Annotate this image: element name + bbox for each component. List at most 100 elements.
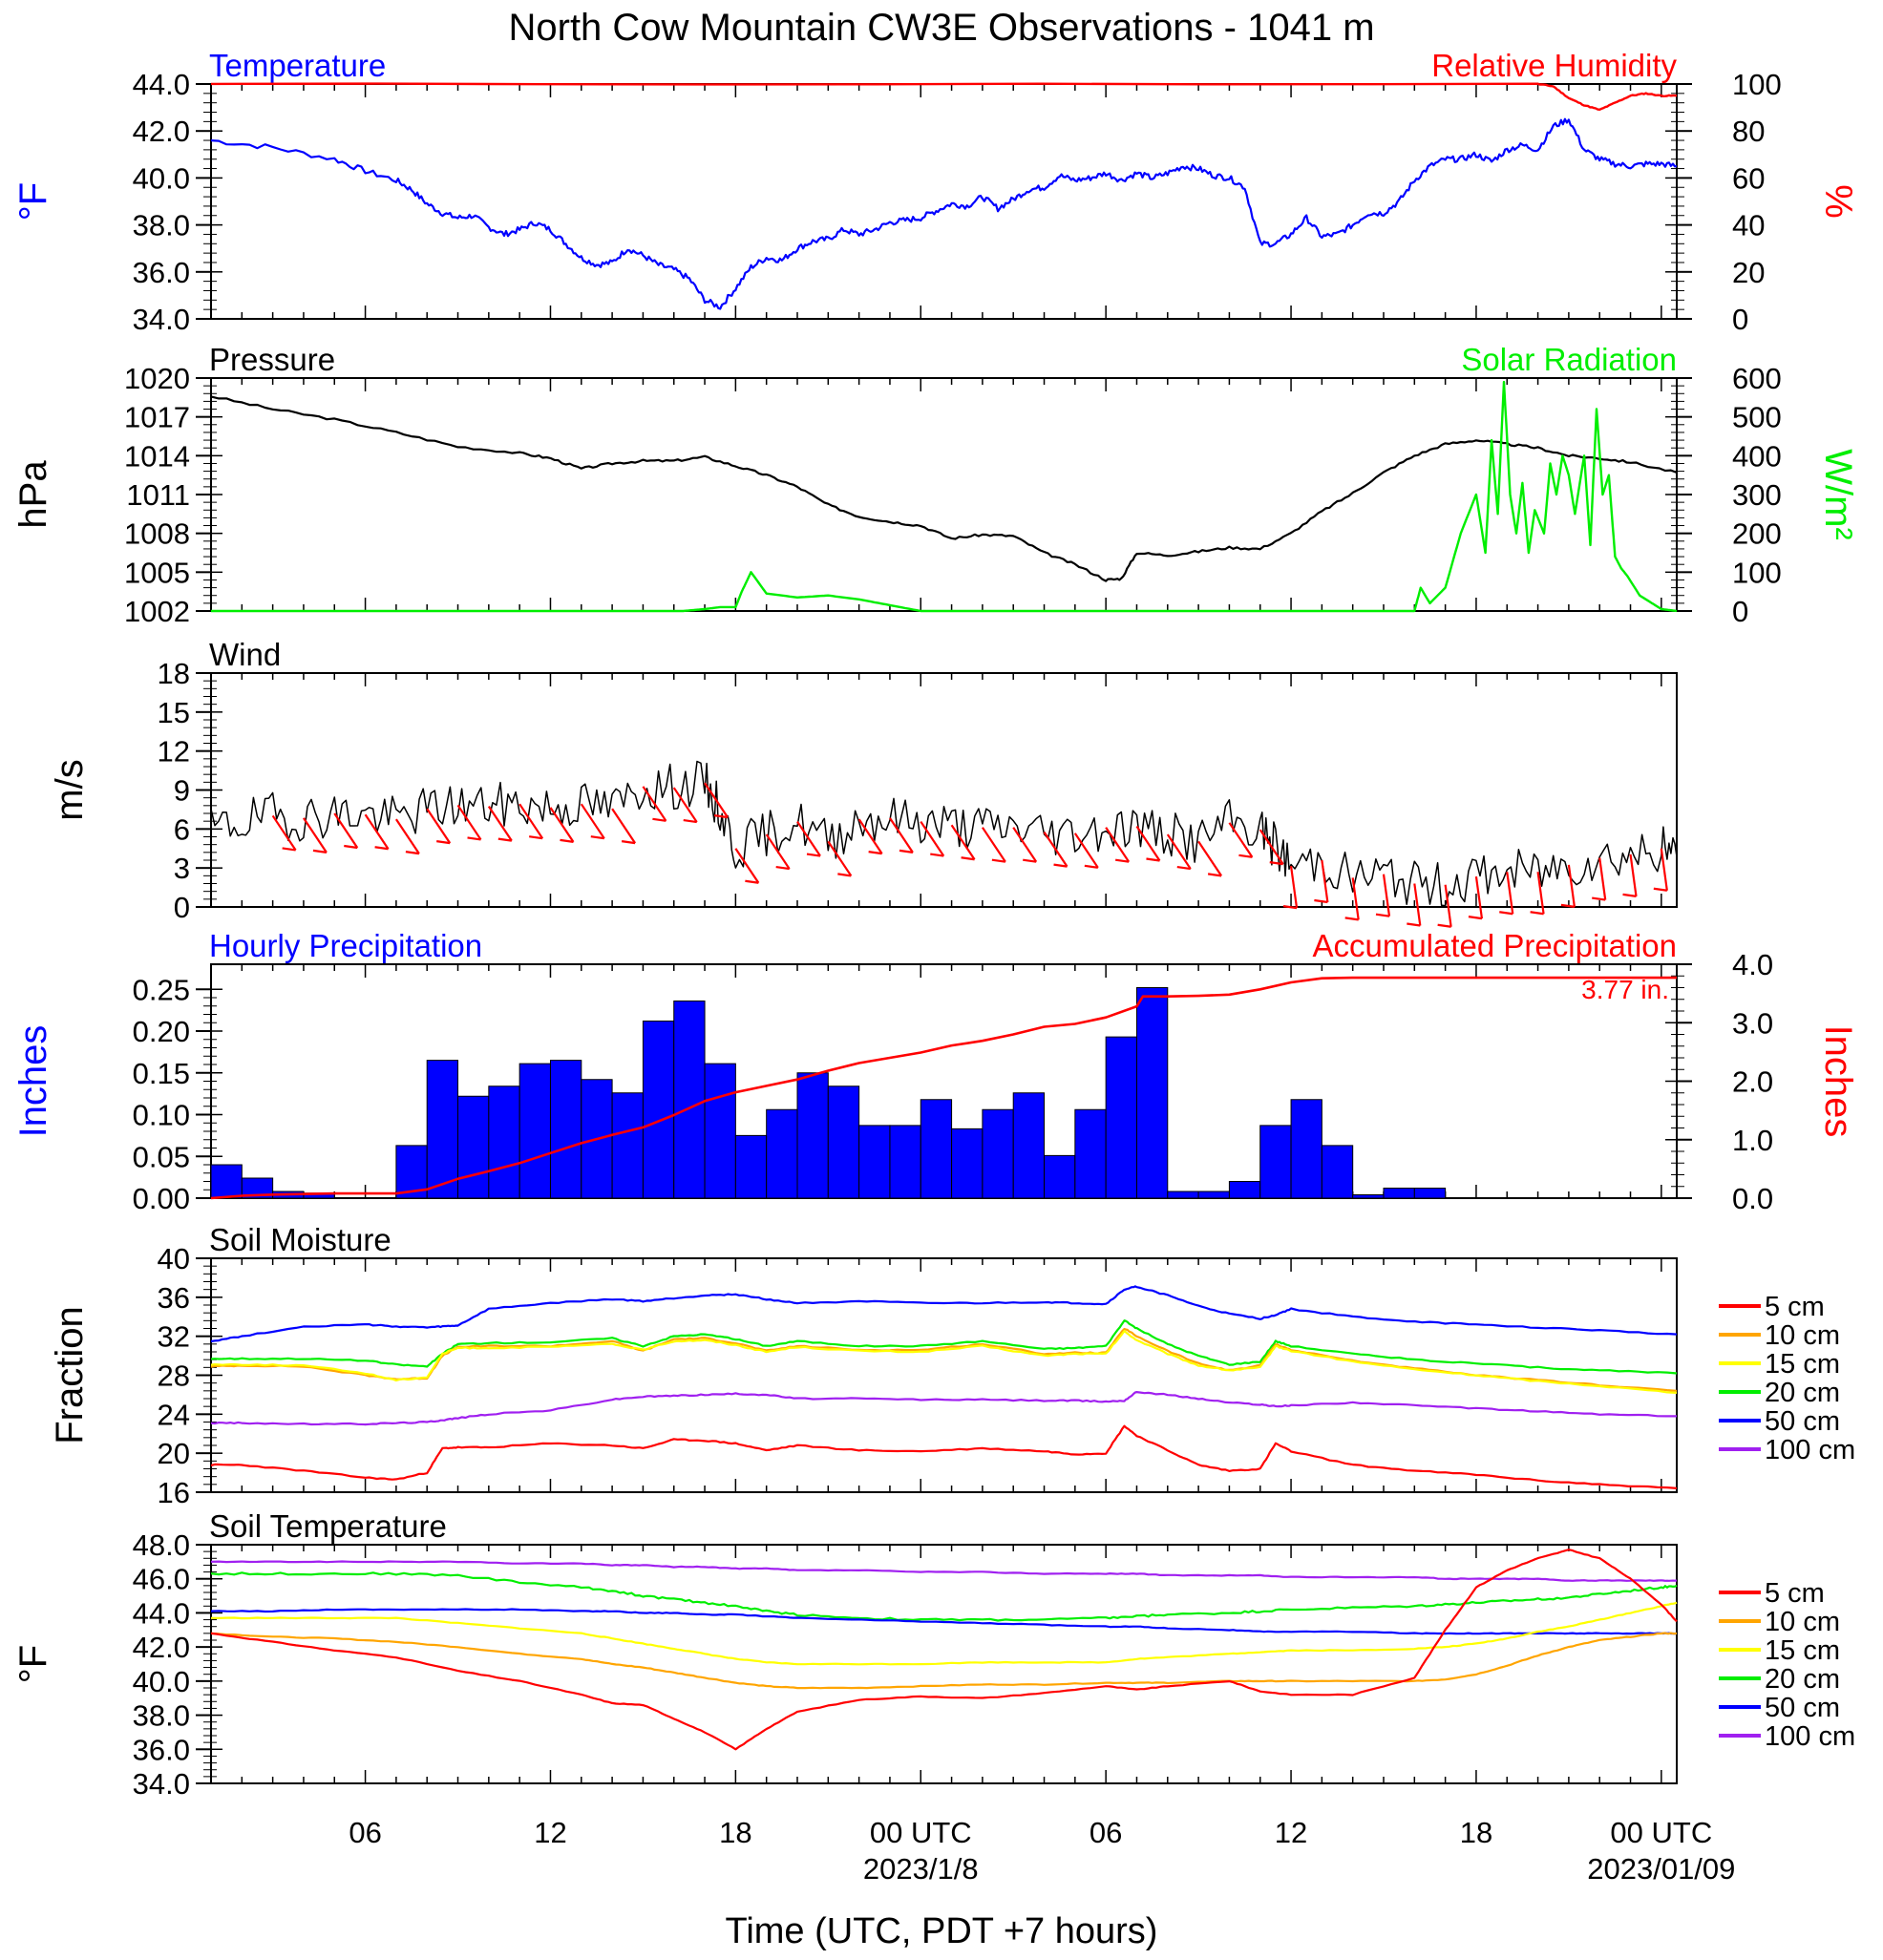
wind-barb (642, 786, 667, 822)
left-y-tick-label: 44.0 (133, 68, 190, 101)
wind-barb-flag (1622, 893, 1637, 897)
wind-barb (1073, 832, 1099, 869)
wind-barb-flag (529, 835, 543, 840)
wind-barb-flag (961, 856, 975, 861)
precip-bar (1167, 1191, 1199, 1199)
left-y-tick-label: 1005 (124, 556, 190, 589)
precip-bar (1290, 1099, 1322, 1199)
x-tick-label: 12 (1275, 1816, 1307, 1849)
wind-barb (549, 807, 575, 843)
left-y-tick-label: 9 (174, 774, 190, 808)
left-y-tick-label: 1014 (124, 439, 190, 473)
left-y-tick-label: 28 (158, 1359, 190, 1393)
left-y-axis-label: Inches (12, 1025, 54, 1138)
precip-bar (1228, 1181, 1261, 1199)
precip-bar (488, 1085, 520, 1199)
wind-barb-flag (806, 853, 821, 857)
panel-title-left: Pressure (209, 342, 335, 377)
legend-label-15-cm: 15 cm (1765, 1349, 1840, 1380)
wind-barb (333, 812, 359, 849)
wind-barb-flag (344, 844, 358, 850)
wind-barb-flag (1269, 861, 1283, 866)
wind-barb (1474, 876, 1484, 919)
wind-barb-flag (1499, 911, 1513, 916)
precip-bar (796, 1072, 829, 1199)
x-tick-label: 00 UTC (1610, 1816, 1712, 1849)
x-axis-label: Time (UTC, PDT +7 hours) (726, 1911, 1158, 1951)
precip-bar (673, 1001, 706, 1199)
legend-label-100-cm: 100 cm (1765, 1721, 1855, 1752)
wind-barb-flag (652, 817, 666, 822)
wind-barb-flag (1437, 923, 1451, 928)
soil-moisture-15-cm-line (210, 1330, 1678, 1394)
wind-barb-flag (1115, 858, 1130, 863)
x-tick-label: 18 (719, 1816, 751, 1849)
left-y-tick-label: 0.20 (133, 1015, 190, 1048)
left-y-tick-label: 38.0 (133, 209, 190, 242)
precip-bar (1135, 987, 1169, 1199)
plot-frame (210, 1544, 1678, 1784)
legend-label-5-cm: 5 cm (1765, 1578, 1825, 1609)
soil-temperature-5-cm-line (210, 1549, 1678, 1751)
precip-bar (1044, 1154, 1076, 1199)
panel-title-left: Temperature (209, 48, 386, 83)
humidity-line (210, 82, 1678, 111)
wind-barb-flag (1282, 905, 1298, 910)
precip-bar (1197, 1191, 1230, 1199)
panel-title-right: Relative Humidity (1431, 48, 1677, 83)
left-y-tick-label: 15 (158, 696, 190, 729)
legend-label-15-cm: 15 cm (1765, 1635, 1840, 1666)
panel-title-left: Soil Temperature (209, 1508, 447, 1544)
left-y-tick-label: 40.0 (133, 161, 190, 195)
right-y-tick-label: 3.0 (1732, 1006, 1773, 1040)
wind-barb-flag (1238, 854, 1253, 858)
wind-barb (1598, 857, 1607, 900)
wind-barb (1506, 872, 1514, 915)
wind-barb (426, 808, 452, 844)
left-y-tick-label: 36 (158, 1281, 190, 1315)
panel-pressure: Pressure Solar Radiation 1002 1005 1008 1011 1… (12, 342, 1859, 628)
left-y-tick-label: 20 (158, 1437, 190, 1470)
wind-barb-flag (1407, 922, 1421, 927)
precip-bar (1413, 1188, 1447, 1199)
wind-barb (765, 833, 791, 870)
left-y-tick-label: 0.15 (133, 1057, 190, 1090)
wind-barb (1567, 864, 1576, 908)
wind-barb-flag (713, 814, 729, 819)
panels-layer: Temperature Relative Humidity34.036.038.0… (12, 48, 1859, 1886)
wind-barb-flag (282, 847, 296, 852)
precip-bar (611, 1092, 644, 1199)
wind-barb-flag (1592, 896, 1606, 901)
soil-temperature-100-cm-line (210, 1560, 1678, 1582)
wind-barb (1197, 840, 1223, 877)
panel-title-left: Soil Moisture (209, 1222, 391, 1257)
right-y-tick-label: 20 (1732, 256, 1765, 289)
left-y-tick-label: 42.0 (133, 115, 190, 148)
wind-barb (1135, 825, 1161, 862)
wind-barb-flag (467, 836, 481, 841)
wind-barb (1444, 884, 1452, 927)
wind-barb-flag (683, 818, 697, 824)
left-y-tick-label: 1002 (124, 595, 190, 628)
wind-barb (1228, 822, 1254, 858)
wind-barb (518, 803, 544, 839)
left-y-tick-label: 24 (158, 1398, 190, 1431)
accumulated-total-annotation: 3.77 in. (1581, 975, 1669, 1004)
wind-barb (950, 824, 976, 860)
figure-title: North Cow Mountain CW3E Observations - 1… (508, 7, 1374, 49)
right-y-tick-label: 0.0 (1732, 1182, 1773, 1215)
left-y-tick-label: 0.00 (133, 1182, 190, 1215)
x-tick-label: 06 (1090, 1816, 1122, 1849)
panel-title-right: Accumulated Precipitation (1312, 928, 1677, 963)
wind-barb-flag (497, 837, 512, 842)
soil-moisture-5-cm-line (210, 1424, 1678, 1489)
wind-barb-flag (374, 846, 389, 851)
precip-bar (518, 1063, 551, 1199)
soil-temperature-15-cm-line (210, 1601, 1678, 1666)
left-y-tick-label: 48.0 (133, 1528, 190, 1562)
left-y-tick-label: 36.0 (133, 1733, 190, 1766)
precip-bar (920, 1099, 953, 1199)
right-y-tick-label: 100 (1732, 68, 1782, 101)
